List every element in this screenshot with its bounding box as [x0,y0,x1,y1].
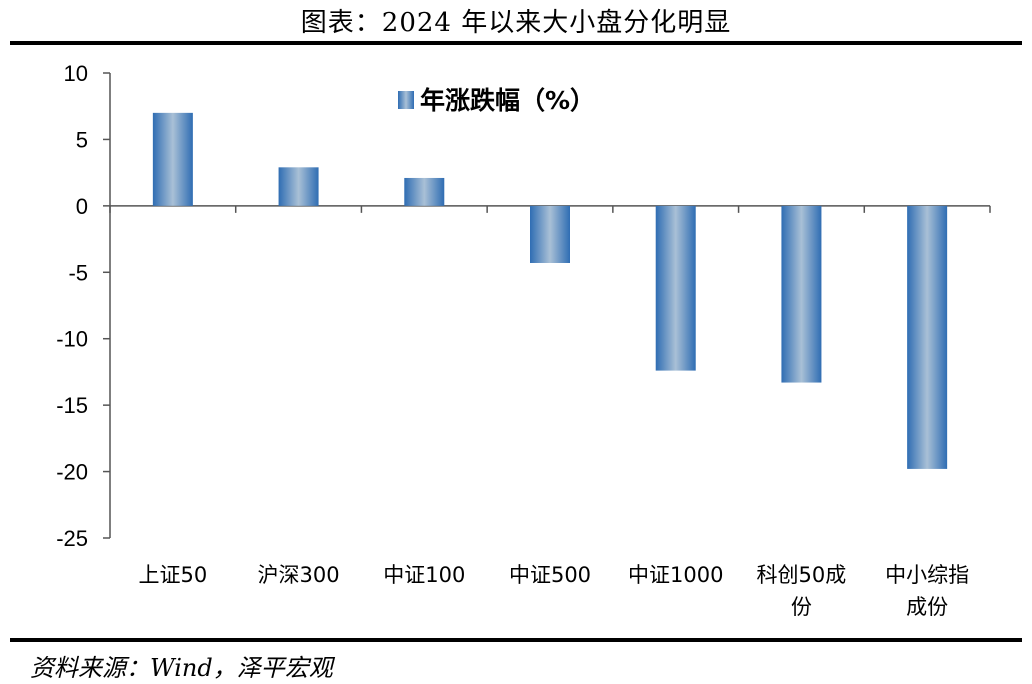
bar-7 [907,205,948,469]
bar-6 [781,205,822,383]
y-tick-label: 5 [76,127,88,152]
bar-3 [404,177,445,206]
bar-1 [152,112,193,206]
y-tick-label: 0 [76,194,88,219]
x-category-label: 沪深300 [258,563,340,587]
bar-2 [278,167,319,206]
legend-label: 年涨跌幅（%） [420,86,595,115]
y-tick-label: 10 [64,61,88,86]
y-tick-label: -20 [56,460,88,485]
x-category-label: 科创50成 [757,563,847,587]
y-tick-label: -10 [56,327,88,352]
x-category-label: 中证100 [383,563,465,587]
legend-swatch [398,91,414,109]
y-tick-label: -15 [56,393,88,418]
bottom-rule [10,638,1022,642]
bar-4 [530,205,570,263]
x-category-label: 份 [791,595,812,619]
x-category-label: 上证50 [138,563,207,587]
top-rule [10,41,1022,45]
bar-chart: 10 5 0 -5 -10 -15 -20 -25 上证50 沪深300 中证100 中证500 中证… [56,61,991,619]
x-category-label: 成份 [906,595,948,619]
x-category-label: 中小综指 [885,563,969,587]
y-tick-label: -5 [68,260,88,285]
source-note: 资料来源：Wind，泽平宏观 [30,654,333,682]
x-category-label: 中证1000 [628,563,723,587]
bar-5 [655,205,696,371]
y-tick-label: -25 [56,526,88,551]
chart-title: 图表：2024 年以来大小盘分化明显 [300,8,732,38]
x-category-label: 中证500 [509,563,591,587]
